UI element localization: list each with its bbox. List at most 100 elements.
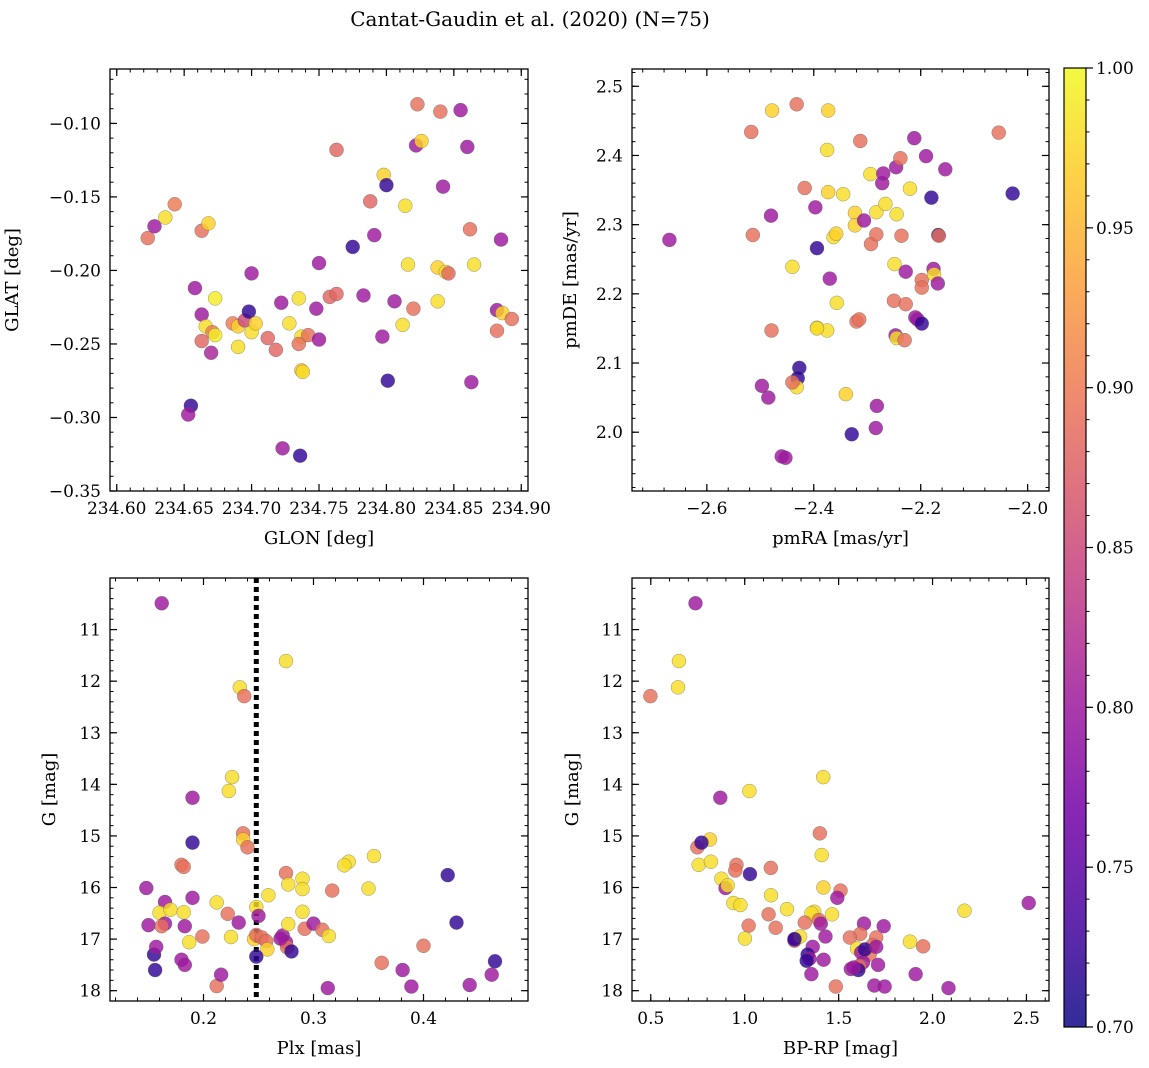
data-point [789, 97, 804, 112]
x-tick-label: 1.5 [825, 1009, 852, 1029]
x-tick-label: 234.85 [424, 499, 483, 519]
data-point [231, 915, 246, 930]
points [139, 596, 503, 996]
data-point [814, 847, 829, 863]
data-point [147, 219, 162, 234]
data-point [194, 333, 209, 349]
y-axis-label: GLAT [deg] [2, 228, 23, 332]
colorbar-tick-label: 0.90 [1096, 379, 1134, 399]
data-point [869, 204, 884, 220]
data-point [329, 142, 344, 158]
data-point [887, 256, 902, 272]
y-tick-label: −0.20 [49, 261, 101, 281]
data-point [812, 826, 828, 841]
y-tick-label: −0.35 [49, 482, 101, 502]
x-tick-label: 234.75 [289, 499, 348, 519]
data-point [957, 903, 972, 918]
data-point [808, 200, 823, 215]
data-point [261, 888, 276, 903]
data-point [176, 859, 191, 875]
data-point [221, 783, 237, 799]
data-point [201, 216, 216, 231]
data-point [224, 769, 240, 785]
data-point [167, 197, 182, 212]
data-point [414, 133, 429, 149]
data-point [139, 880, 154, 896]
data-point [914, 316, 930, 331]
data-point [484, 967, 499, 982]
data-point [778, 450, 793, 466]
y-tick-label: 2.0 [596, 423, 623, 443]
y-tick-label: 2.4 [596, 146, 623, 166]
data-point [380, 373, 396, 388]
colorbar-tick-label: 0.70 [1096, 1018, 1134, 1038]
data-point [374, 955, 389, 971]
data-point [743, 124, 759, 140]
data-point [324, 883, 340, 898]
data-point [416, 938, 431, 954]
colorbar-tick-label: 0.75 [1096, 858, 1134, 878]
data-point [876, 166, 891, 181]
data-point [140, 230, 156, 246]
data-point [819, 142, 835, 158]
data-point [737, 931, 753, 946]
data-point [763, 860, 779, 876]
data-point [361, 881, 376, 896]
data-point [379, 177, 394, 193]
data-point [309, 301, 324, 316]
x-tick-label: 0.4 [410, 1009, 437, 1029]
y-tick-label: 15 [79, 827, 101, 847]
data-point [894, 228, 909, 243]
data-point [671, 653, 687, 669]
data-point [295, 904, 310, 920]
x-tick-label: 0.3 [300, 1009, 327, 1029]
data-point [435, 179, 451, 194]
data-point [876, 918, 891, 934]
data-point [816, 880, 831, 895]
data-point [154, 596, 169, 611]
axes-frame [631, 577, 1050, 1002]
x-tick-label: 0.2 [190, 1009, 217, 1029]
y-tick-label: 13 [79, 724, 101, 744]
y-tick-label: 14 [79, 775, 101, 795]
x-tick-label: 0.5 [637, 1009, 664, 1029]
data-point [838, 386, 854, 402]
data-point [406, 301, 421, 316]
data-point [694, 835, 709, 850]
data-point [366, 848, 382, 864]
data-point [787, 931, 802, 947]
y-tick-label: 16 [601, 879, 623, 899]
data-point [441, 266, 456, 281]
data-point [785, 375, 800, 390]
data-point [728, 863, 743, 878]
data-point [462, 977, 477, 993]
data-point [870, 957, 886, 973]
colorbar-gradient [1063, 67, 1087, 1028]
data-point [742, 783, 757, 799]
x-tick-label: 234.70 [222, 499, 281, 519]
x-tick-label: 234.80 [357, 499, 416, 519]
data-point [280, 877, 296, 892]
data-point [813, 916, 829, 931]
data-point [185, 835, 200, 850]
data-point [489, 323, 505, 338]
data-point [207, 327, 223, 343]
data-point [251, 908, 266, 924]
points [643, 596, 1036, 996]
x-tick-label: 1.0 [731, 1009, 758, 1029]
data-point [154, 918, 169, 934]
data-point [292, 448, 308, 463]
x-tick-label: −2.2 [900, 499, 941, 519]
data-point [818, 929, 833, 944]
data-point [195, 929, 210, 944]
data-point [177, 957, 193, 973]
data-point [938, 162, 953, 177]
data-point [868, 939, 884, 955]
ticks: −2.6 −2.4 −2.2 −2.0 2.5 2.4 2.3 2.2 2.1 2.0 [596, 69, 1050, 519]
data-point [273, 931, 288, 946]
data-point [395, 317, 410, 333]
data-point [295, 364, 311, 380]
data-point [244, 266, 259, 281]
data-point [670, 680, 686, 695]
